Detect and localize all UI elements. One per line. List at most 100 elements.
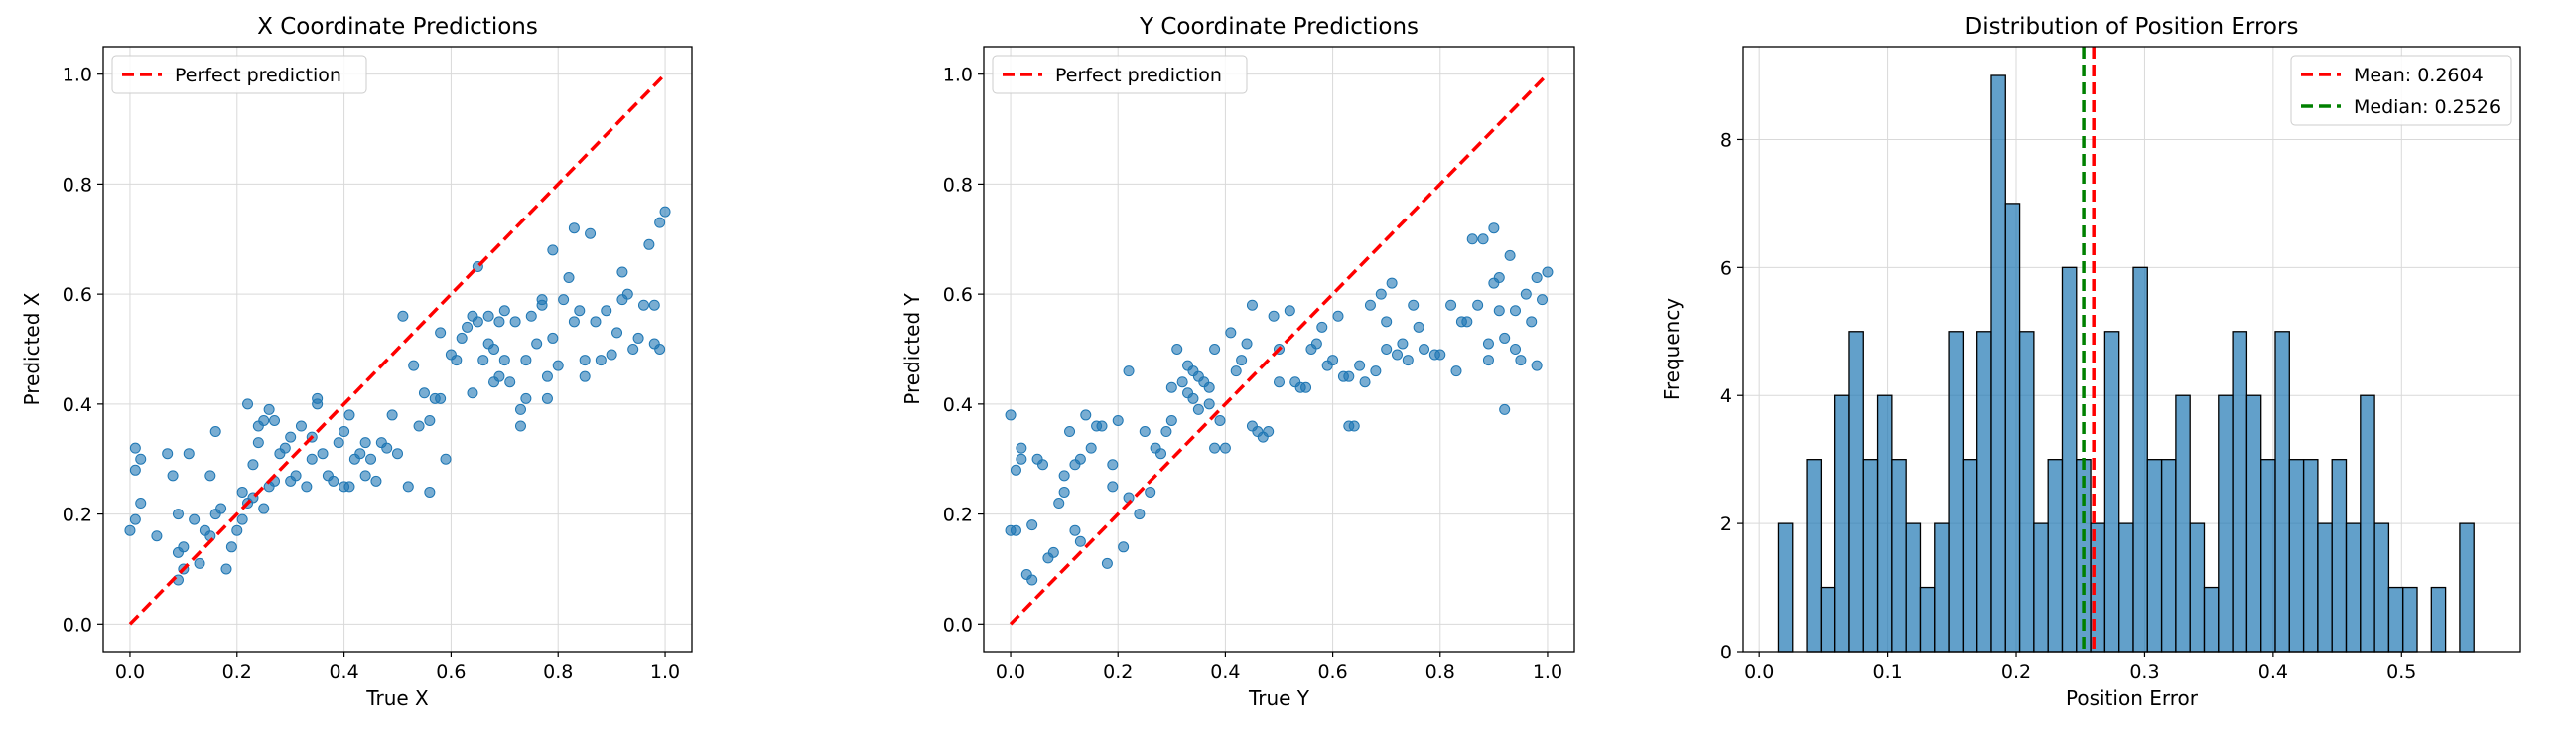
scatter-point	[1080, 409, 1092, 421]
scatter-point	[1370, 365, 1382, 377]
histogram-bar	[2373, 522, 2390, 653]
y-tick-label: 0.4	[63, 394, 92, 416]
scatter-point	[1005, 409, 1017, 421]
scatter-point	[306, 453, 318, 465]
scatter-point	[1397, 338, 1409, 350]
scatter-point	[236, 486, 248, 498]
scatter-point	[189, 513, 201, 525]
axes-frame	[1742, 46, 2521, 653]
scatter-point	[1203, 398, 1215, 410]
y-tick-label: 0.2	[943, 505, 973, 526]
scatter-point	[1165, 381, 1177, 393]
scatter-point	[1466, 233, 1478, 245]
scatter-point	[1225, 327, 1237, 339]
scatter-point	[1053, 498, 1065, 510]
scatter-point	[1472, 299, 1484, 311]
histogram-bar	[2302, 459, 2319, 653]
legend-box	[2290, 55, 2512, 126]
x-panel-legend-label: Perfect prediction	[175, 65, 341, 86]
x-tick-label: 0.8	[1425, 661, 1455, 683]
x-panel-ylabel: Predicted X	[20, 292, 44, 405]
scatter-point	[1531, 272, 1543, 284]
y-tick-label: 6	[1720, 257, 1732, 279]
scatter-point	[1526, 316, 1538, 328]
scatter-point	[1236, 355, 1248, 366]
scatter-point	[1450, 365, 1462, 377]
scatter-point	[579, 355, 591, 366]
scatter-point	[1274, 376, 1285, 388]
scatter-point	[339, 426, 350, 438]
scatter-point	[1230, 365, 1242, 377]
histogram-bar	[2061, 266, 2078, 653]
histogram-bar	[1848, 331, 1864, 653]
scatter-point	[1241, 338, 1253, 350]
histogram-bar	[2175, 394, 2191, 653]
histogram-bar	[2047, 459, 2064, 653]
scatter-point	[1101, 557, 1113, 569]
histogram-bar	[1934, 522, 1950, 653]
scatter-point	[1419, 344, 1430, 355]
scatter-point	[1069, 524, 1081, 536]
scatter-point	[312, 398, 324, 410]
y-panel-ylabel: Predicted Y	[900, 292, 924, 404]
scatter-point	[242, 398, 254, 410]
scatter-point	[456, 332, 468, 344]
scatter-point	[359, 470, 371, 482]
scatter-point	[317, 448, 329, 460]
scatter-point	[627, 344, 639, 355]
scatter-point	[328, 475, 339, 487]
histogram-bar	[1905, 522, 1922, 653]
scatter-point	[585, 227, 597, 239]
axes-frame	[983, 46, 1575, 653]
legend: Mean: 0.2604 Median: 0.2526	[2290, 55, 2512, 126]
scatter-point	[536, 294, 548, 306]
y-tick-label: 0.2	[63, 505, 92, 526]
scatter-point	[359, 437, 371, 449]
scatter-point	[574, 305, 586, 317]
scatter-point	[204, 470, 216, 482]
histogram-bar	[1876, 394, 1893, 653]
scatter-point	[1118, 541, 1130, 553]
scatter-point	[1493, 272, 1505, 284]
y-tick-label: 1.0	[63, 65, 92, 86]
scatter-point	[654, 344, 666, 355]
x-tick-label: 0.1	[1872, 661, 1902, 683]
histogram-bar	[2274, 331, 2290, 653]
legend: Perfect prediction	[992, 55, 1248, 94]
x-tick-label: 0.3	[2129, 661, 2159, 683]
scatter-point	[343, 409, 355, 421]
scatter-point	[151, 530, 163, 542]
scatter-point	[1155, 448, 1166, 460]
x-panel-title: X Coordinate Predictions	[257, 14, 538, 40]
histogram-bar	[1919, 586, 1936, 653]
x-tick-label: 0.6	[1317, 661, 1347, 683]
histogram-bar	[1948, 331, 1965, 653]
scatter-point	[1364, 299, 1376, 311]
scatter-point	[215, 503, 227, 514]
scatter-point	[1310, 338, 1322, 350]
y-tick-label: 0.6	[943, 284, 973, 306]
scatter-point	[424, 486, 436, 498]
histogram-bar	[2360, 394, 2375, 653]
histogram-bar	[2245, 394, 2262, 653]
histogram-bar	[1820, 586, 1836, 653]
scatter-point	[1348, 420, 1360, 432]
scatter-point	[1499, 403, 1511, 415]
scatter-point	[1537, 294, 1549, 306]
scatter-point	[1327, 355, 1339, 366]
histogram-bar	[2260, 459, 2276, 653]
histogram-bar	[2004, 203, 2021, 653]
x-tick-label: 0.4	[329, 661, 358, 683]
scatter-point	[1284, 305, 1295, 317]
scatter-point	[1176, 376, 1188, 388]
scatter-point	[1016, 453, 1027, 465]
scatter-point	[1165, 414, 1177, 426]
scatter-point	[1316, 321, 1328, 333]
hist-panel-title: Distribution of Position Errors	[1966, 14, 2299, 40]
histogram-bar	[2317, 522, 2333, 653]
scatter-point	[1096, 420, 1108, 432]
scatter-point	[1187, 392, 1199, 404]
scatter-point	[541, 370, 553, 382]
y-tick-label: 2	[1720, 513, 1732, 535]
scatter-point	[1037, 459, 1048, 471]
